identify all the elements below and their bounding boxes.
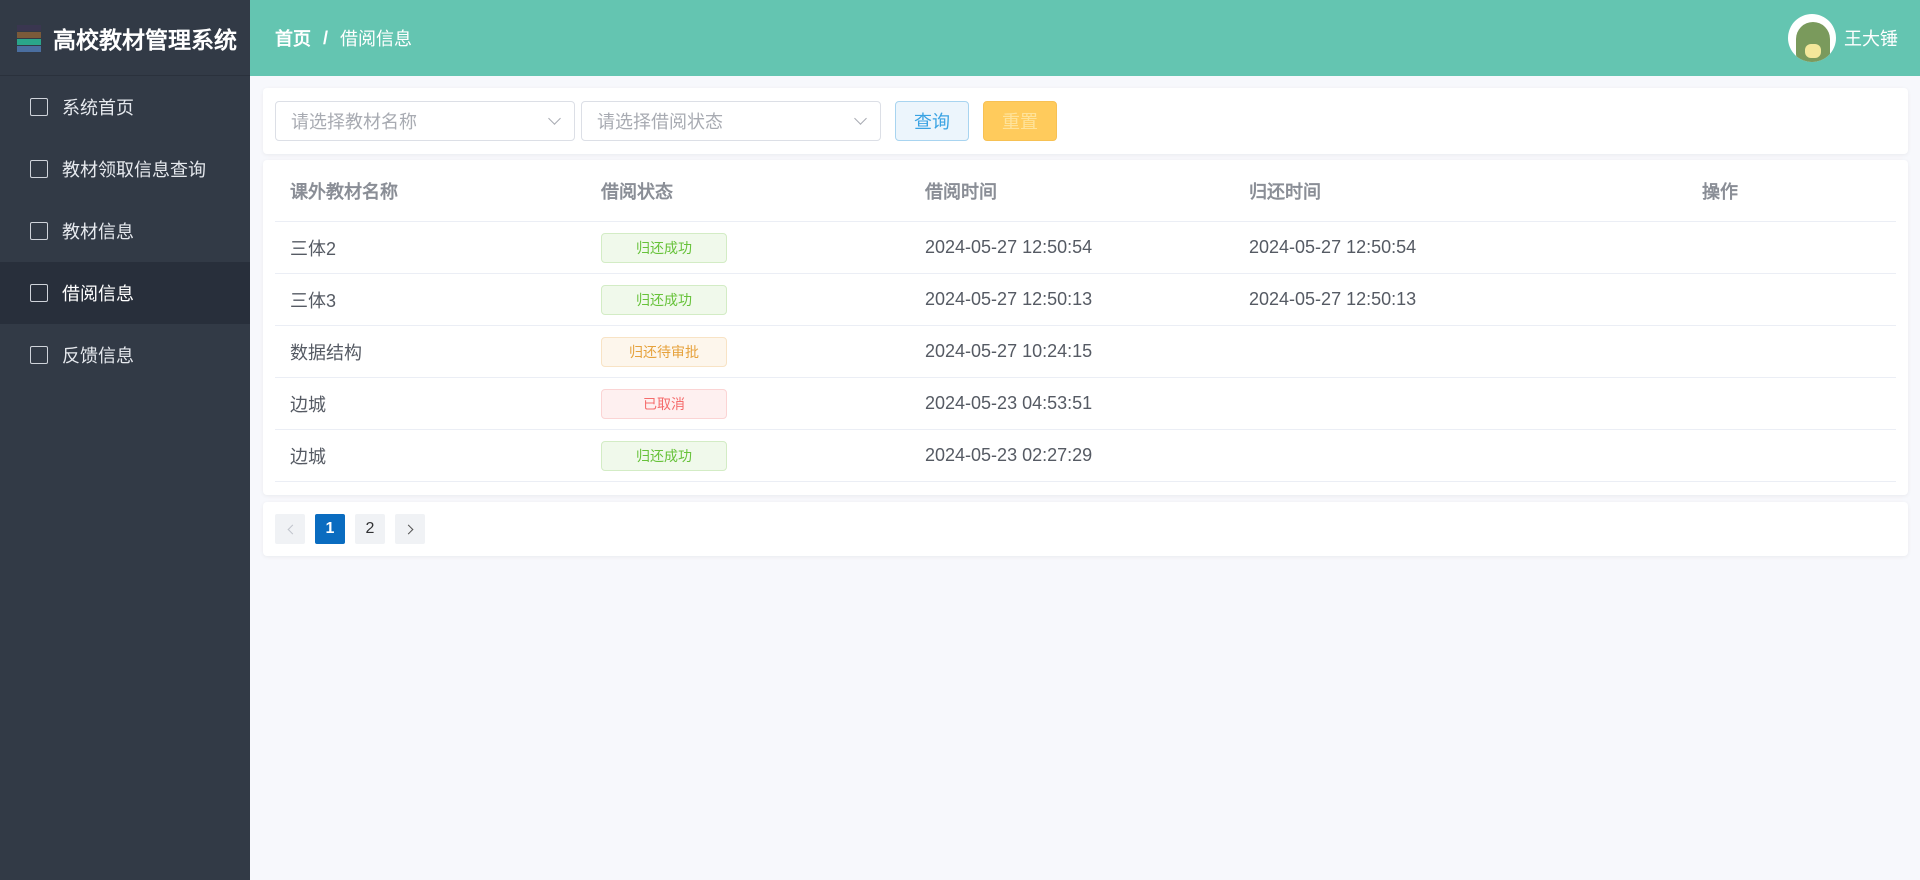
col-return-time: 归还时间 [1249,181,1321,202]
page-2[interactable]: 2 [355,514,385,544]
breadcrumb-separator: / [323,27,329,48]
sidebar: 高校教材管理系统 系统首页教材领取信息查询 教材信息借阅信息反馈信息 [0,0,250,880]
home-icon [30,98,48,116]
search-bar: 请选择教材名称 请选择借阅状态 查询 重置 [263,88,1908,154]
sidebar-item-label: 教材信息 [62,222,134,242]
sidebar-item-0[interactable]: 系统首页 [0,76,250,138]
chevron-down-icon [854,112,867,125]
cell-name: 三体3 [290,290,337,311]
sidebar-item-4[interactable]: 反馈信息 [0,324,250,386]
textbook-name-placeholder: 请选择教材名称 [291,112,417,132]
status-badge: 归还成功 [601,440,727,471]
status-badge: 已取消 [601,388,727,419]
cell-borrow-time: 2024-05-27 12:50:54 [925,237,1093,257]
sidebar-item-label: 反馈信息 [62,346,134,366]
sidebar-item-1[interactable]: 教材领取信息查询 [0,138,250,200]
table-header: 课外教材名称 借阅状态 借阅时间 归还时间 操作 [275,160,1896,222]
header: 首页 / 借阅信息 王大锤 [250,0,1920,76]
sidebar-item-label: 教材领取信息查询 [62,160,206,180]
books-logo-icon [15,23,43,53]
textbook-name-select[interactable]: 请选择教材名称 [275,101,575,141]
breadcrumb-current: 借阅信息 [340,29,413,49]
next-page-button[interactable] [395,514,425,544]
sidebar-item-label: 系统首页 [62,98,134,118]
sidebar-item-2[interactable]: 教材信息 [0,200,250,262]
cell-return-time: 2024-05-27 12:50:54 [1249,237,1417,257]
cell-name: 边城 [290,446,326,467]
chevron-left-icon [287,524,297,534]
table-row: 数据结构 归还待审批 2024-05-27 10:24:15 [275,326,1896,378]
col-status: 借阅状态 [601,181,673,202]
username[interactable]: 王大锤 [1844,29,1898,49]
borrow-status-placeholder: 请选择借阅状态 [597,112,723,132]
chevron-right-icon [403,524,413,534]
notebook-icon [30,160,48,178]
prev-page-button[interactable] [275,514,305,544]
borrow-status-select[interactable]: 请选择借阅状态 [581,101,881,141]
breadcrumb-home[interactable]: 首页 [275,29,311,49]
col-name: 课外教材名称 [290,181,398,202]
page-1[interactable]: 1 [315,514,345,544]
reset-button[interactable]: 重置 [983,101,1057,141]
avatar[interactable] [1788,14,1836,62]
status-badge: 归还待审批 [601,336,727,367]
table-row: 三体3 归还成功 2024-05-27 12:50:13 2024-05-27 … [275,274,1896,326]
cell-borrow-time: 2024-05-27 12:50:13 [925,289,1093,309]
logo: 高校教材管理系统 [0,0,250,76]
cell-borrow-time: 2024-05-23 04:53:51 [925,393,1093,413]
table-row: 三体2 归还成功 2024-05-27 12:50:54 2024-05-27 … [275,222,1896,274]
borrow-table: 课外教材名称 借阅状态 借阅时间 归还时间 操作 三体2 归还成功 2024-0… [263,160,1908,495]
chat-icon [30,346,48,364]
cell-borrow-time: 2024-05-27 10:24:15 [925,341,1093,361]
cell-name: 三体2 [290,238,337,259]
chevron-down-icon [548,112,561,125]
cell-return-time: 2024-05-27 12:50:13 [1249,289,1417,309]
status-badge: 归还成功 [601,284,727,315]
pagination: 1 2 [263,502,1908,556]
cell-name: 边城 [290,394,326,415]
document-icon [30,284,48,302]
user-menu[interactable]: 王大锤 [1788,14,1898,62]
status-badge: 归还成功 [601,232,727,263]
sidebar-item-label: 借阅信息 [62,284,134,304]
book-icon [30,222,48,240]
app-title: 高校教材管理系统 [53,26,237,53]
cell-borrow-time: 2024-05-23 02:27:29 [925,445,1093,465]
sidebar-item-3[interactable]: 借阅信息 [0,262,250,324]
table-row: 边城 归还成功 2024-05-23 02:27:29 [275,430,1896,482]
query-button[interactable]: 查询 [895,101,969,141]
col-borrow-time: 借阅时间 [925,181,997,202]
col-actions: 操作 [1702,181,1738,202]
cell-name: 数据结构 [290,342,362,363]
table-row: 边城 已取消 2024-05-23 04:53:51 [275,378,1896,430]
